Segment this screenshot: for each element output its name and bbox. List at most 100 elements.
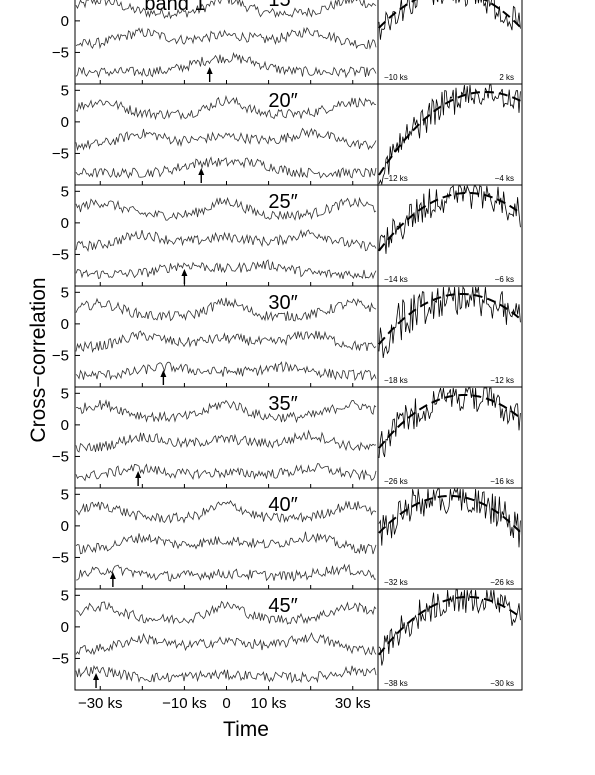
zoom-right-label: −16 ks	[490, 477, 514, 486]
lag-arrow-head	[160, 370, 167, 377]
panel: 5 0 −5 25″ −14 ks −6 ks	[52, 183, 523, 287]
lag-arrow-head	[198, 168, 205, 175]
y-tick-label: 5	[61, 385, 69, 402]
zoom-trace	[378, 589, 521, 666]
zoom-left-label: −14 ks	[384, 275, 408, 284]
zoom-frame	[377, 487, 523, 590]
panel-frame	[74, 0, 379, 85]
panel: 5 0 −5 40″ −32 ks −26 ks	[52, 486, 523, 590]
y-tick-label: −5	[52, 650, 69, 667]
zoom-model-fit	[378, 293, 522, 345]
correlation-trace	[75, 600, 377, 625]
y-tick-label: 0	[61, 619, 69, 636]
x-tick-label: −10 ks	[162, 695, 207, 712]
x-tick-label: 10 ks	[251, 695, 287, 712]
correlation-trace	[75, 563, 377, 582]
zoom-model-fit	[378, 394, 522, 449]
correlation-trace	[75, 499, 377, 524]
zoom-right-label: 2 ks	[499, 73, 514, 82]
zoom-left-label: −12 ks	[384, 174, 408, 183]
panel-label: 20″	[268, 90, 297, 112]
zoom-right-label: −4 ks	[495, 174, 514, 183]
band-label: band 1	[144, 0, 205, 15]
lag-arrow-head	[93, 673, 100, 680]
correlation-trace	[75, 361, 377, 381]
zoom-left-label: −32 ks	[384, 578, 408, 587]
correlation-trace	[75, 259, 377, 280]
x-tick-label: −30 ks	[78, 695, 123, 712]
zoom-model-fit	[378, 192, 522, 252]
zoom-trace	[378, 286, 521, 359]
y-tick-label: 0	[61, 417, 69, 434]
zoom-trace	[378, 387, 521, 459]
y-tick-label: −5	[52, 246, 69, 263]
zoom-trace	[378, 84, 521, 186]
lag-arrow-head	[135, 471, 142, 478]
x-tick-label: 30 ks	[335, 695, 371, 712]
x-axis-title: Time	[223, 718, 269, 741]
correlation-trace	[75, 0, 377, 20]
y-tick-label: 0	[61, 13, 69, 30]
correlation-trace	[75, 94, 377, 121]
panel: 50−515″−10 ks2 ks	[52, 0, 523, 85]
zoom-right-label: −26 ks	[490, 578, 514, 587]
zoom-trace	[378, 0, 521, 40]
y-tick-label: 0	[61, 316, 69, 333]
panel: 5 0 −5 45″ −38 ks −30 ks	[52, 587, 523, 691]
zoom-model-fit	[378, 91, 521, 176]
zoom-model-fit	[378, 495, 522, 534]
zoom-model-fit	[378, 0, 522, 29]
zoom-right-label: −30 ks	[490, 679, 514, 688]
zoom-model-fit	[378, 596, 522, 656]
y-tick-label: 5	[61, 183, 69, 200]
correlation-trace	[75, 664, 377, 684]
x-tick-label: 0	[222, 695, 230, 712]
y-tick-label: −5	[52, 145, 69, 162]
lag-arrow-head	[181, 269, 188, 276]
lag-arrow-head	[206, 67, 213, 74]
correlation-trace	[75, 297, 377, 322]
panel-label: 40″	[268, 494, 297, 516]
zoom-left-label: −18 ks	[384, 376, 408, 385]
y-tick-label: 5	[61, 82, 69, 99]
y-tick-label: −5	[52, 44, 69, 61]
correlation-trace	[75, 631, 377, 656]
panel: 5 0 −5 30″ −18 ks −12 ks	[52, 284, 523, 388]
correlation-trace	[75, 330, 377, 353]
zoom-left-label: −10 ks	[384, 73, 408, 82]
x-tick-labels: −30 ks −10 ks 0 10 ks 30 ks	[78, 695, 371, 712]
zoom-frame	[377, 588, 523, 691]
y-tick-label: 0	[61, 215, 69, 232]
correlation-trace	[75, 463, 377, 482]
correlation-trace	[75, 127, 377, 152]
y-tick-label: 0	[61, 114, 69, 131]
zoom-frame	[377, 386, 523, 489]
zoom-trace	[378, 487, 521, 548]
y-tick-label: 0	[61, 518, 69, 535]
panel: 5 0 −5 20″ −12 ks −4 ks	[52, 82, 523, 186]
panel-label: 30″	[268, 292, 297, 314]
y-tick-label: −5	[52, 549, 69, 566]
panel-frame	[74, 83, 379, 186]
y-tick-label: 5	[61, 587, 69, 604]
correlation-trace	[75, 51, 377, 79]
y-tick-label: 5	[61, 486, 69, 503]
panels-group: 5 0 −5 15″ −10 ks 2 ks 5 0 −5 20″ −12 ks −4 ks 5 0 −5 2…	[52, 0, 523, 691]
correlation-trace	[75, 229, 377, 253]
zoom-right-label: −12 ks	[490, 376, 514, 385]
zoom-left-label: −26 ks	[384, 477, 408, 486]
correlation-trace	[75, 26, 377, 50]
correlation-trace	[75, 399, 377, 424]
panel-label: 35″	[268, 393, 297, 415]
y-tick-label: −5	[52, 448, 69, 465]
y-tick-label: −5	[52, 347, 69, 364]
y-axis-title: Cross−correlation	[27, 277, 50, 442]
lag-arrow-head	[109, 572, 116, 579]
correlation-trace	[75, 429, 377, 453]
correlation-trace	[75, 196, 377, 221]
correlation-trace	[75, 156, 377, 179]
zoom-right-label: −6 ks	[495, 275, 514, 284]
panel-label: 45″	[268, 595, 297, 617]
